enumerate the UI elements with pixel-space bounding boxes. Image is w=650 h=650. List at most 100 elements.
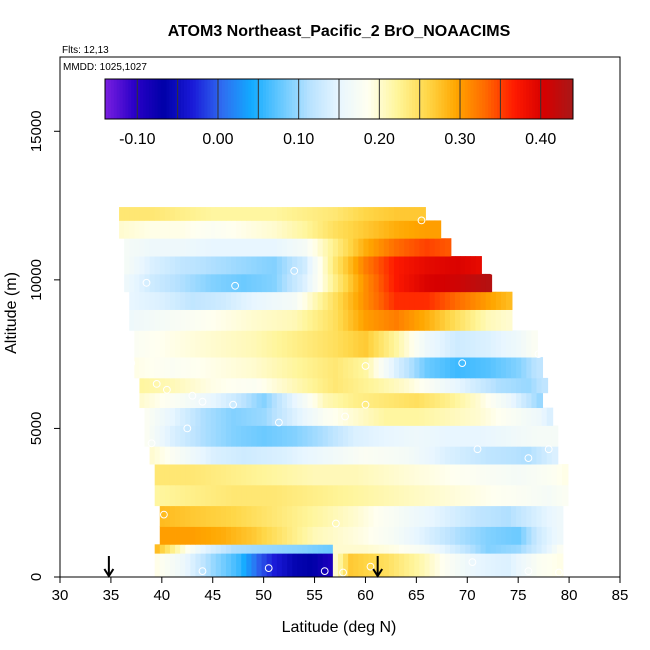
heatmap-cell (516, 464, 522, 486)
colorbar-segment (359, 79, 363, 119)
heatmap-cell (337, 505, 344, 527)
heatmap-cell (414, 357, 420, 379)
heatmap-cell (526, 357, 532, 379)
heatmap-cell (449, 377, 456, 394)
heatmap-cell (159, 377, 166, 394)
x-axis: 30 35 40 45 50 55 60 65 70 75 80 85 (52, 577, 628, 604)
heatmap-cell (241, 207, 247, 221)
heatmap-cell (241, 553, 247, 578)
heatmap-cell (536, 377, 542, 394)
heatmap-cell (505, 464, 512, 486)
heatmap-cell (200, 256, 206, 275)
heatmap-cell (434, 330, 441, 358)
colorbar-segment (429, 79, 433, 119)
heatmap-cell (531, 446, 537, 465)
x-tick-label: 80 (561, 587, 578, 604)
heatmap-cell (246, 505, 252, 527)
heatmap-cell (373, 446, 380, 465)
heatmap-cell (480, 330, 486, 358)
heatmap-cell (561, 526, 564, 545)
heatmap-cell (144, 330, 150, 358)
heatmap-cell (439, 446, 446, 465)
heatmap-cell (480, 309, 486, 331)
heatmap-cell (256, 484, 262, 507)
colorbar-segment (377, 79, 381, 119)
observation-point (473, 445, 482, 454)
heatmap-cell (154, 392, 161, 409)
heatmap-cell (495, 392, 502, 409)
heatmap-cell (164, 207, 171, 221)
heatmap-cell (215, 291, 222, 310)
heatmap-cell (424, 464, 430, 486)
heatmap-cell (225, 330, 232, 358)
heatmap-cell (185, 273, 191, 293)
heatmap-cell (465, 425, 471, 447)
heatmap-cell (383, 484, 390, 507)
colorbar-segment (204, 79, 208, 119)
heatmap-cell (373, 544, 380, 554)
heatmap-cell (439, 407, 446, 426)
x-axis-label: Latitude (deg N) (282, 619, 397, 636)
heatmap-cell (332, 526, 339, 545)
heatmap-cell (302, 238, 308, 257)
colorbar-segment (105, 79, 109, 119)
heatmap-cell (261, 309, 268, 331)
observation-point (198, 397, 207, 406)
heatmap-cell (465, 392, 471, 409)
heatmap-cell (531, 407, 537, 426)
heatmap-cell (327, 291, 334, 310)
colorbar-segment (394, 79, 398, 119)
heatmap-cell (327, 377, 334, 394)
colorbar-segment (300, 79, 305, 119)
heatmap-cell (297, 484, 303, 507)
heatmap-cell (164, 553, 171, 578)
heatmap-cell (327, 553, 334, 578)
heatmap-cell (169, 330, 176, 358)
heatmap-cell (485, 425, 492, 447)
heatmap-cell (470, 544, 476, 554)
heatmap-cell (246, 273, 252, 293)
heatmap-cell (190, 256, 196, 275)
heatmap-cell (383, 544, 390, 554)
heatmap-cell (317, 238, 324, 257)
heatmap-cell (511, 425, 517, 447)
colorbar-segment (374, 79, 378, 119)
heatmap-cell (261, 553, 268, 578)
heatmap-cell (210, 207, 217, 221)
heatmap-cell (220, 238, 227, 257)
heatmap-cell (251, 553, 257, 578)
heatmap-cell (175, 553, 181, 578)
observation-point (534, 350, 543, 359)
heatmap-cell (180, 220, 186, 239)
heatmap-cell (327, 407, 334, 426)
heatmap-cell (276, 407, 283, 426)
heatmap-cell (327, 256, 334, 275)
heatmap-cell (465, 446, 471, 465)
heatmap-cell (373, 377, 380, 394)
heatmap-cell (292, 273, 298, 293)
heatmap-cell (409, 392, 415, 409)
heatmap-cell (388, 544, 395, 554)
heatmap-cell (180, 330, 186, 358)
heatmap-cell (251, 505, 257, 527)
heatmap-cell (287, 526, 293, 545)
heatmap-cell (225, 526, 232, 545)
observation-point (127, 359, 136, 368)
heatmap-cell (149, 425, 156, 447)
heatmap-cell (378, 330, 385, 358)
heatmap-cell (439, 544, 446, 554)
heatmap-cell (154, 446, 161, 465)
heatmap-cell (271, 505, 278, 527)
heatmap-cell (521, 484, 527, 507)
heatmap-cell (343, 256, 349, 275)
heatmap-cell (424, 330, 430, 358)
heatmap-cell (470, 392, 476, 409)
heatmap-cell (200, 484, 206, 507)
heatmap-cell (332, 291, 339, 310)
heatmap-cell (271, 446, 278, 465)
heatmap-cell (332, 484, 339, 507)
heatmap-cell (470, 526, 476, 545)
heatmap-cell (348, 407, 354, 426)
heatmap-cell (378, 446, 385, 465)
heatmap-cell (332, 407, 339, 426)
